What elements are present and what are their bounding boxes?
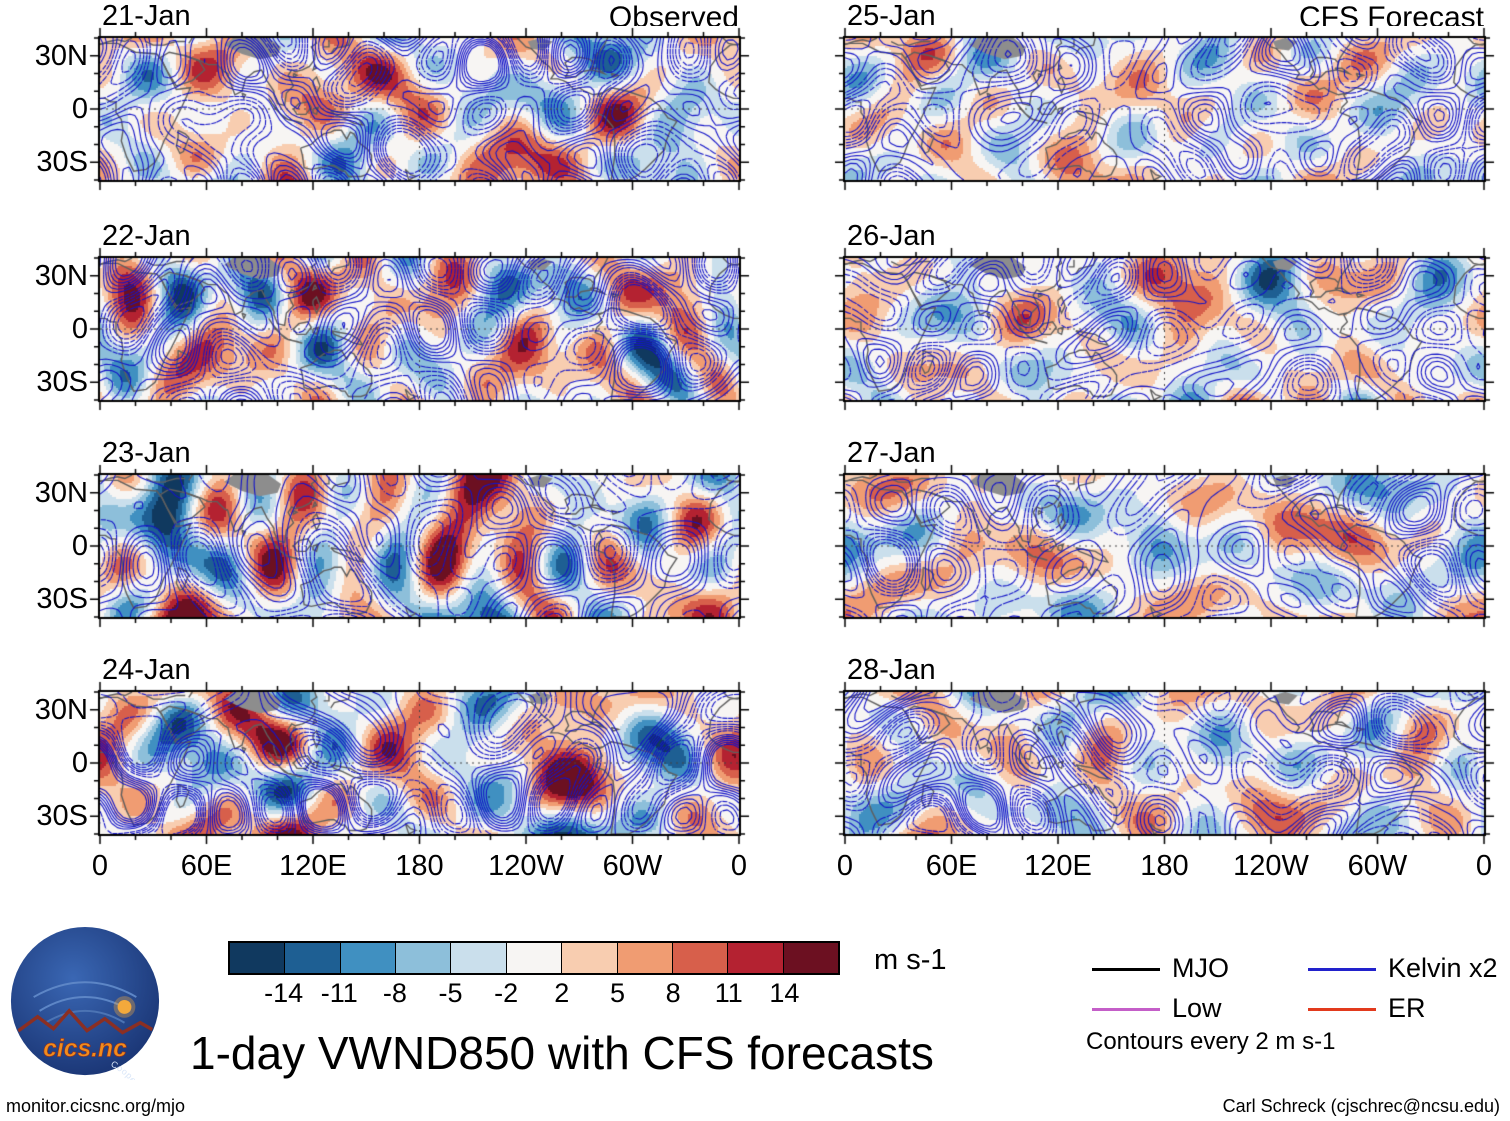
lon-tick-label: 60W: [602, 850, 663, 882]
lon-tick-label: 0: [1475, 850, 1493, 882]
map-canvas-21jan: [88, 26, 751, 192]
lon-tick-label: 180: [395, 850, 444, 882]
colorbar-cell: [782, 943, 838, 973]
logo-sun-icon: [117, 1000, 132, 1014]
map-canvas-24jan: [88, 680, 751, 846]
lat-tick-label: 30N: [34, 476, 88, 509]
map-panel-24jan: 24-Jan: [88, 654, 751, 846]
colorbar-cell: [561, 943, 617, 973]
colorbar-cell: [616, 943, 672, 973]
lon-tick-label: 120E: [279, 850, 347, 882]
lon-tick-label: 0: [91, 850, 109, 882]
panel-date-label: 25-Jan: [847, 0, 936, 32]
colorbar-tick-label: 5: [609, 978, 625, 1008]
lon-tick-label: 0: [836, 850, 854, 882]
colorbar-tick-label: -2: [494, 978, 519, 1008]
er-line-sample: [1308, 1008, 1376, 1011]
colorbar-cell: [284, 943, 340, 973]
map-panel-28jan: 28-Jan: [833, 654, 1496, 846]
low-legend-label: Low: [1172, 993, 1222, 1023]
lon-tick-label: 60E: [180, 850, 233, 882]
panel-date-label: 21-Jan: [102, 0, 191, 32]
colorbar-cell: [230, 943, 285, 973]
figure-title: 1-day VWND850 with CFS forecasts: [190, 1027, 934, 1079]
lat-tick-label: 0: [71, 747, 88, 779]
lon-tick-label: 60E: [925, 850, 978, 882]
lat-tick-label: 30N: [34, 693, 88, 726]
colorbar-tick-label: 14: [769, 978, 800, 1008]
contour-interval-note: Contours every 2 m s-1: [1086, 1028, 1336, 1055]
map-canvas-27jan: [833, 463, 1496, 629]
kelvin-legend-label: Kelvin x2: [1388, 953, 1498, 983]
panel-date-label: 22-Jan: [102, 220, 191, 252]
lon-tick-label: 120W: [1233, 850, 1309, 882]
map-canvas-22jan: [88, 246, 751, 412]
map-canvas-28jan: [833, 680, 1496, 846]
colorbar-tick-label: -5: [438, 978, 463, 1008]
lat-tick-label: 30S: [36, 583, 88, 616]
cicsnc-logo: Cooperative Institute for Climate and Sa…: [10, 926, 160, 1080]
colorbar-tick-label: 8: [665, 978, 681, 1008]
map-panel-26jan: 26-Jan: [833, 220, 1496, 412]
lon-tick-label: 120E: [1024, 850, 1092, 882]
footer-credit: Carl Schreck (cjschrec@ncsu.edu): [1222, 1096, 1500, 1116]
mjo-legend-label: MJO: [1172, 953, 1229, 983]
lat-tick-label: 30N: [34, 39, 88, 72]
lat-tick-label: 30N: [34, 259, 88, 292]
panel-date-label: 24-Jan: [102, 654, 191, 686]
lon-tick-label: 60W: [1347, 850, 1408, 882]
colorbar-units-label: m s-1: [874, 944, 947, 976]
map-canvas-25jan: [833, 26, 1496, 192]
logo-disc: [10, 926, 160, 1076]
lat-tick-label: 0: [71, 93, 88, 125]
colorbar-tick-label: -11: [320, 978, 358, 1008]
map-canvas-23jan: [88, 463, 751, 629]
panel-date-label: 26-Jan: [847, 220, 936, 252]
panel-date-label: 27-Jan: [847, 437, 936, 469]
colorbar-cell: [505, 943, 562, 973]
low-line-sample: [1092, 1008, 1160, 1011]
map-canvas-26jan: [833, 246, 1496, 412]
colorbar-tick-label: -14: [264, 978, 304, 1008]
colorbar-cell: [671, 943, 728, 973]
lon-tick-label: 0: [730, 850, 748, 882]
colorbar: [228, 941, 840, 975]
lat-tick-label: 0: [71, 530, 88, 562]
map-panel-21jan: 21-Jan: [88, 0, 751, 192]
map-panel-25jan: 25-Jan: [833, 0, 1496, 192]
lon-tick-label: 180: [1140, 850, 1189, 882]
map-panel-22jan: 22-Jan: [88, 220, 751, 412]
lat-tick-label: 0: [71, 313, 88, 345]
panel-date-label: 23-Jan: [102, 437, 191, 469]
lat-tick-label: 30S: [36, 366, 88, 399]
colorbar-cell: [727, 943, 783, 973]
colorbar-cell: [395, 943, 451, 973]
mjo-line-sample: [1092, 968, 1160, 971]
lat-tick-label: 30S: [36, 800, 88, 833]
logo-wordmark: cics.nc: [43, 1035, 127, 1062]
map-panel-23jan: 23-Jan: [88, 437, 751, 629]
footer-url: monitor.cicsnc.org/mjo: [6, 1096, 186, 1116]
map-panel-27jan: 27-Jan: [833, 437, 1496, 629]
colorbar-cell: [450, 943, 506, 973]
logo-mountains-icon: [14, 1008, 155, 1035]
colorbar-cell: [339, 943, 396, 973]
colorbar-tick-label: 11: [714, 978, 743, 1008]
lon-tick-label: 120W: [488, 850, 564, 882]
colorbar-tick-label: 2: [554, 978, 570, 1008]
panel-date-label: 28-Jan: [847, 654, 936, 686]
lat-tick-label: 30S: [36, 146, 88, 179]
kelvin-line-sample: [1308, 968, 1376, 971]
er-legend-label: ER: [1388, 993, 1426, 1023]
colorbar-tick-label: -8: [382, 978, 407, 1008]
